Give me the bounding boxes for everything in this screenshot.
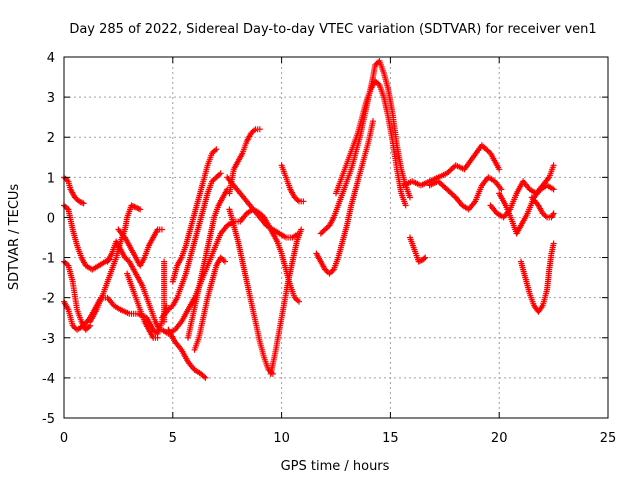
- x-tick-label: 5: [169, 431, 177, 446]
- plot-frame: [63, 56, 609, 419]
- series-arc23: [333, 78, 409, 209]
- data-point-marks: [165, 326, 209, 381]
- series-arc1: [61, 174, 87, 207]
- x-tick-label: 15: [382, 431, 399, 446]
- data-point-marks: [104, 238, 163, 333]
- series-arc12: [169, 146, 220, 285]
- data-point-marks: [487, 162, 557, 221]
- data-point-marks: [267, 226, 305, 377]
- data-point-marks: [528, 194, 557, 221]
- series-arc30: [407, 234, 429, 265]
- x-tick-label: 10: [273, 431, 290, 446]
- data-point-marks: [407, 234, 429, 265]
- series-arc25: [426, 174, 505, 213]
- grid: [64, 57, 608, 418]
- data-point-marks: [278, 162, 307, 205]
- data-point-marks: [518, 240, 557, 315]
- data-point-marks: [224, 174, 303, 305]
- data-point-marks: [426, 174, 505, 213]
- series-arc20: [278, 162, 307, 205]
- series-arc6: [104, 238, 163, 333]
- data-point-marks: [333, 78, 409, 209]
- data-marks: [61, 58, 557, 381]
- series-arc24: [400, 142, 503, 189]
- data-point-marks: [115, 226, 165, 269]
- y-tick-label: 3: [47, 91, 55, 106]
- y-tick-label: 4: [47, 51, 55, 66]
- data-point-marks: [226, 206, 276, 377]
- x-tick-label: 20: [491, 431, 508, 446]
- y-tick-label: -4: [42, 372, 55, 387]
- series-arc8: [124, 270, 161, 341]
- x-axis-label: GPS time / hours: [281, 459, 390, 474]
- y-tick-label: -2: [42, 292, 55, 307]
- series-arc15: [191, 254, 229, 353]
- series-arc19: [267, 226, 305, 377]
- chart-title: Day 285 of 2022, Sidereal Day-to-day VTE…: [69, 22, 596, 37]
- y-tick-label: -5: [42, 412, 55, 427]
- series-arc13: [165, 326, 209, 381]
- data-point-marks: [185, 186, 231, 341]
- x-tick-label: 0: [60, 431, 68, 446]
- data-point-marks: [400, 142, 503, 189]
- y-tick-label: 1: [47, 171, 55, 186]
- series-arc21: [313, 118, 376, 277]
- y-tick-label: -1: [42, 252, 55, 267]
- axis-ticks: 0 5 10 15 20 25 -5 -4 -3 -2 -1 0 1 2 3 4: [42, 51, 616, 446]
- series-arc17: [224, 174, 303, 305]
- data-point-marks: [496, 182, 557, 237]
- data-point-marks: [313, 118, 376, 277]
- data-point-marks: [169, 146, 220, 285]
- x-tick-label: 25: [600, 431, 617, 446]
- series-arc29: [518, 240, 557, 315]
- series-arc11: [158, 170, 224, 321]
- series-arc27: [496, 182, 557, 237]
- y-tick-label: -3: [42, 332, 55, 347]
- data-point-marks: [124, 270, 161, 341]
- y-axis-label: SDTVAR / TECUs: [7, 184, 22, 291]
- series-arc7: [115, 226, 165, 269]
- y-tick-label: 2: [47, 131, 55, 146]
- data-point-marks: [191, 254, 229, 353]
- data-point-marks: [61, 174, 87, 207]
- series-arc18: [226, 206, 276, 377]
- data-point-marks: [158, 170, 224, 321]
- series-arc14: [185, 186, 231, 341]
- series-arc28: [528, 194, 557, 221]
- y-tick-label: 0: [47, 211, 55, 226]
- series-arc26: [487, 162, 557, 221]
